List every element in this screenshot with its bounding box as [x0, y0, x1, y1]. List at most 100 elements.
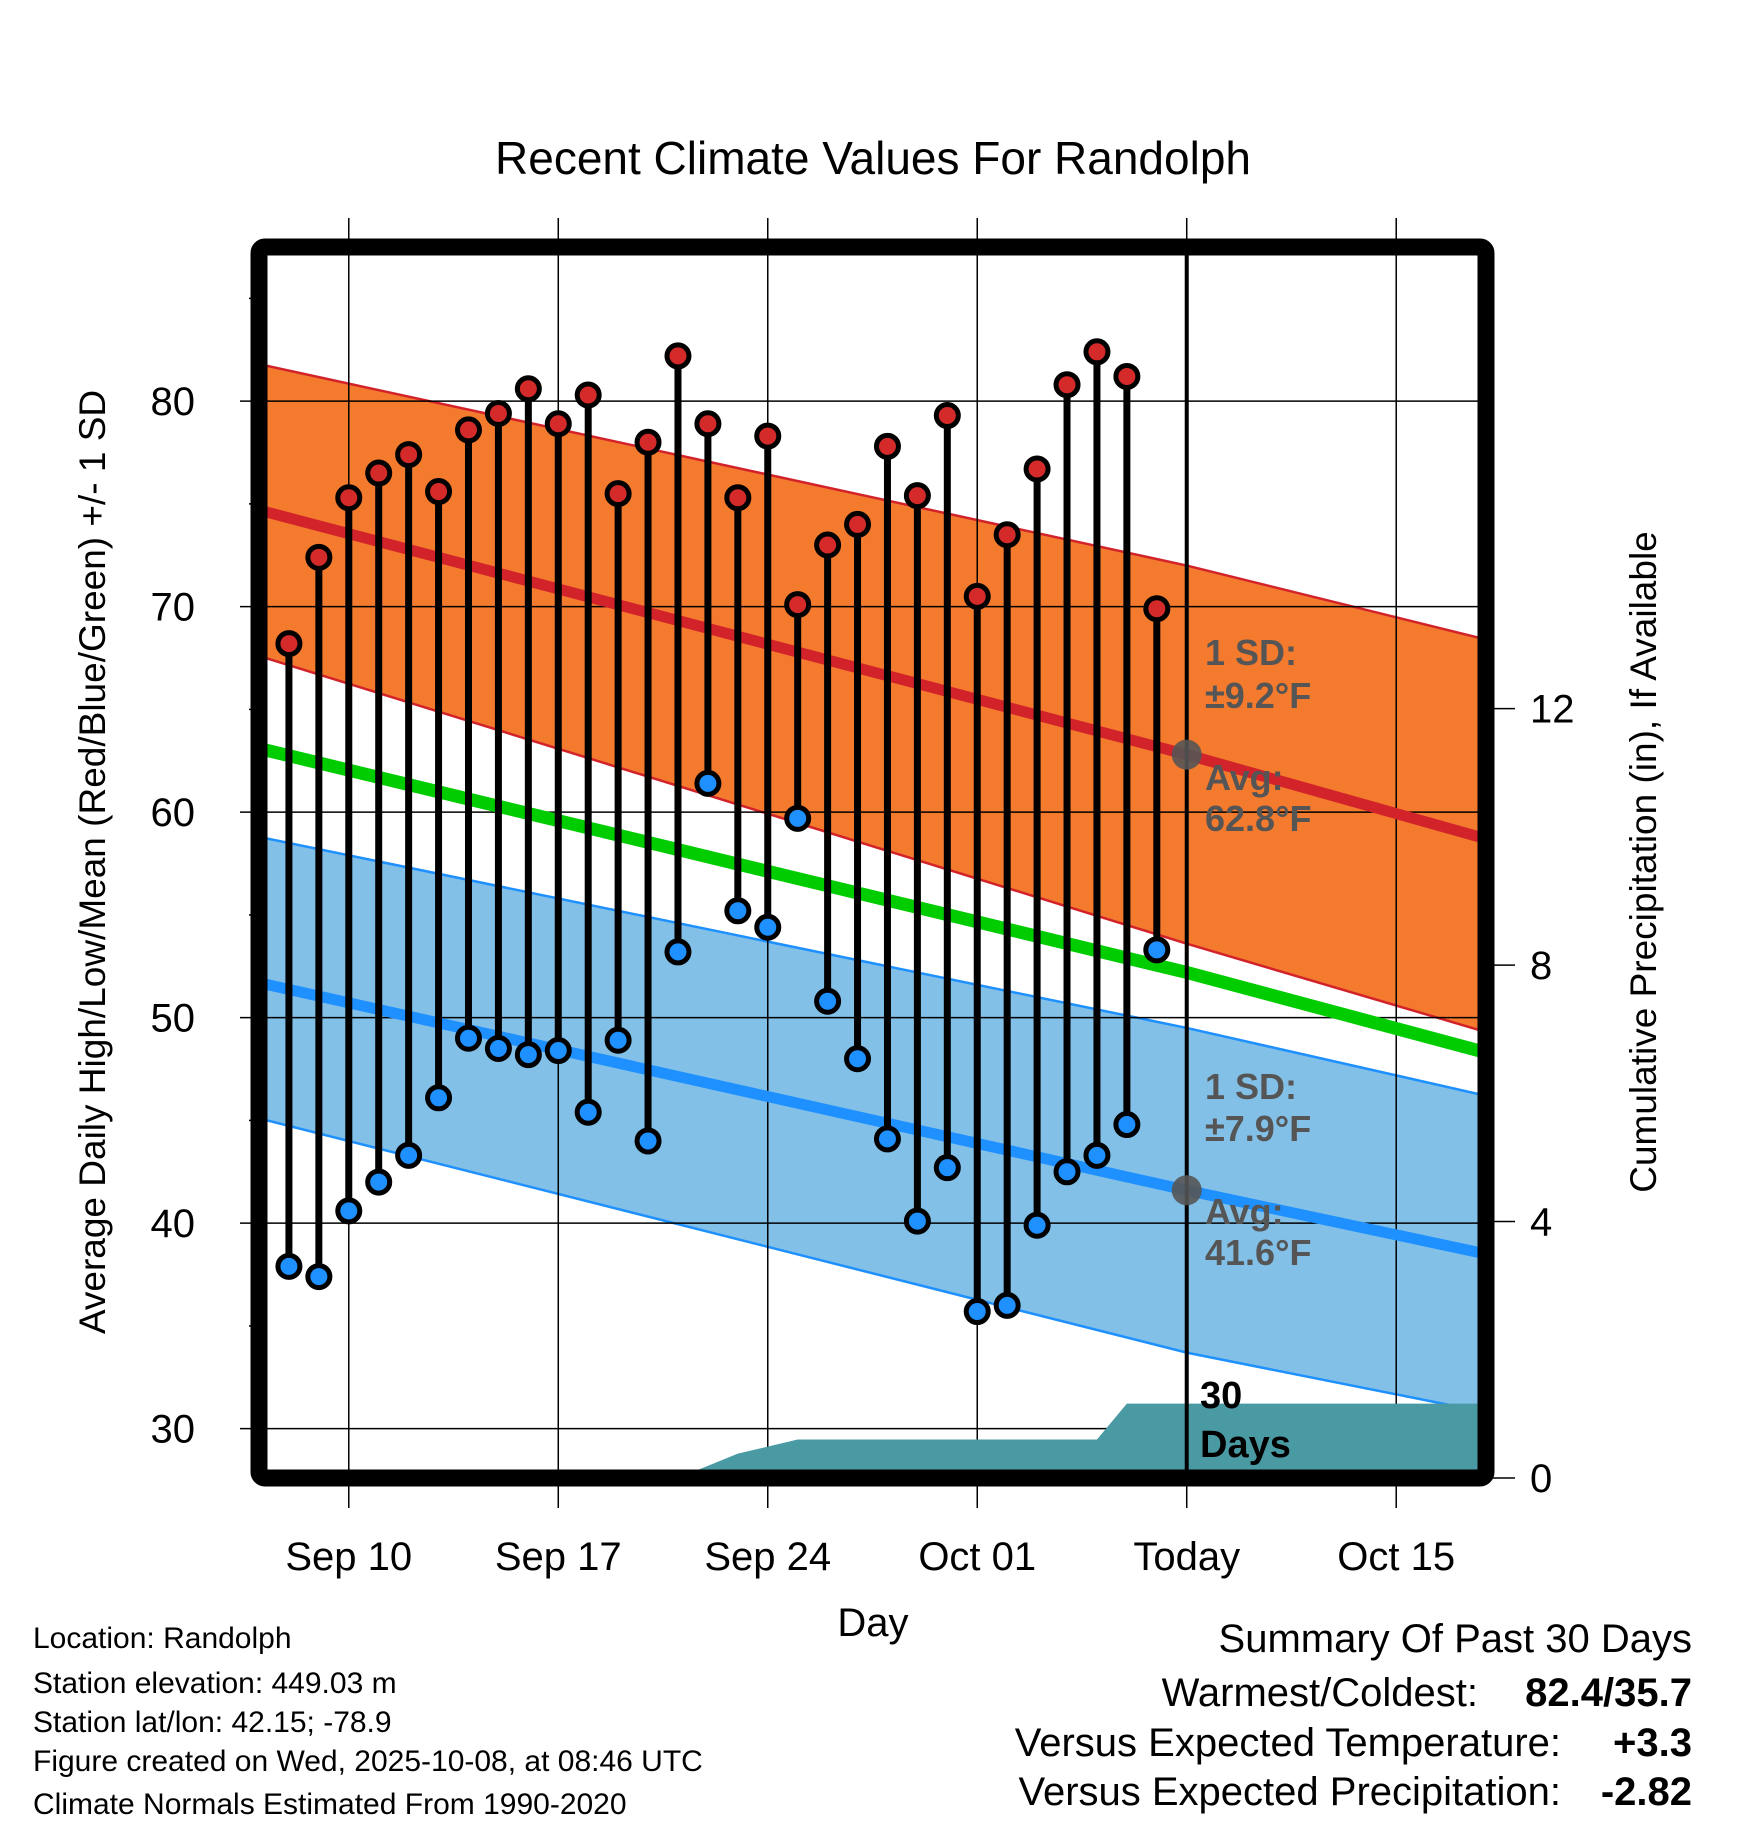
x-tick-label: Oct 01	[918, 1535, 1036, 1579]
x-axis-label: Day	[837, 1601, 908, 1645]
daily-high-point	[1083, 338, 1111, 366]
daily-high-point	[395, 441, 423, 469]
daily-low-point	[814, 987, 842, 1015]
y2-tick-label: 8	[1530, 944, 1552, 988]
y-axis-label: Average Daily High/Low/Mean (Red/Blue/Gr…	[72, 390, 113, 1334]
daily-low-point	[963, 1298, 991, 1326]
x-tick-label: Sep 24	[704, 1535, 831, 1579]
daily-low-point	[365, 1168, 393, 1196]
daily-high-point	[544, 410, 572, 438]
daily-high-point	[365, 459, 393, 487]
y2-tick-label: 4	[1530, 1201, 1552, 1245]
daily-low-point	[724, 897, 752, 925]
daily-high-point	[335, 484, 363, 512]
daily-high-point	[1143, 595, 1171, 623]
daily-low-point	[903, 1207, 931, 1235]
daily-low-point	[873, 1125, 901, 1153]
daily-high-point	[814, 531, 842, 559]
daily-low-point	[993, 1291, 1021, 1319]
high-avg-marker	[1171, 739, 1202, 770]
daily-low-point	[1023, 1211, 1051, 1239]
y-tick-label: 40	[151, 1202, 196, 1246]
daily-marks	[275, 247, 1202, 1478]
daily-low-point	[844, 1045, 872, 1073]
high-sd-value: ±9.2°F	[1205, 675, 1311, 716]
daily-high-point	[754, 422, 782, 450]
summary-temp-value: +3.3	[1613, 1721, 1692, 1765]
high-sd-label: 1 SD:	[1205, 632, 1297, 673]
daily-high-point	[574, 381, 602, 409]
cumulative-precip-area	[648, 1403, 1486, 1478]
daily-high-point	[305, 543, 333, 571]
daily-high-point	[724, 484, 752, 512]
daily-low-point	[1053, 1158, 1081, 1186]
daily-low-point	[754, 913, 782, 941]
daily-high-point	[1023, 455, 1051, 483]
low-sd-value: ±7.9°F	[1205, 1108, 1311, 1149]
low-sd-label: 1 SD:	[1205, 1066, 1297, 1107]
daily-high-point	[604, 480, 632, 508]
summary-temp-label: Versus Expected Temperature:	[1015, 1721, 1561, 1765]
daily-high-point	[484, 399, 512, 427]
y2-tick-label: 0	[1530, 1457, 1552, 1501]
x-tick-label: Oct 15	[1337, 1535, 1455, 1579]
daily-low-point	[634, 1127, 662, 1155]
daily-low-point	[395, 1141, 423, 1169]
daily-high-point	[1053, 371, 1081, 399]
daily-high-point	[844, 510, 872, 538]
daily-low-point	[544, 1037, 572, 1065]
daily-low-point	[933, 1154, 961, 1182]
low-avg-label: Avg:	[1205, 1191, 1284, 1232]
daily-high-point	[514, 375, 542, 403]
daily-low-point	[335, 1197, 363, 1225]
daily-low-point	[305, 1263, 333, 1291]
daily-low-point	[275, 1252, 303, 1280]
daily-low-point	[514, 1041, 542, 1069]
info-location: Location: Randolph	[33, 1622, 292, 1655]
info-created: Figure created on Wed, 2025-10-08, at 08…	[33, 1745, 703, 1778]
x-tick-label: Sep 10	[285, 1535, 412, 1579]
daily-low-point	[1113, 1111, 1141, 1139]
daily-high-point	[634, 428, 662, 456]
y-tick-label: 30	[151, 1408, 196, 1452]
summary-warmest-coldest-label: Warmest/Coldest:	[1162, 1671, 1478, 1715]
high-avg-value: 62.8°F	[1205, 798, 1311, 839]
daily-low-point	[604, 1026, 632, 1054]
daily-low-point	[454, 1024, 482, 1052]
y2-tick-label: 12	[1530, 688, 1575, 732]
y-tick-label: 80	[151, 380, 196, 424]
daily-low-point	[484, 1034, 512, 1062]
daily-low-point	[1083, 1141, 1111, 1169]
daily-high-point	[903, 482, 931, 510]
daily-low-point	[694, 769, 722, 797]
y2-axis-label: Cumulative Precipitation (in), If Availa…	[1623, 531, 1664, 1193]
high-avg-label: Avg:	[1205, 757, 1284, 798]
precip-area	[648, 1403, 1486, 1478]
x-tick-label: Sep 17	[495, 1535, 622, 1579]
daily-high-point	[694, 410, 722, 438]
daily-low-point	[1143, 936, 1171, 964]
low-avg-value: 41.6°F	[1205, 1232, 1311, 1273]
daily-low-point	[574, 1098, 602, 1126]
info-elevation: Station elevation: 449.03 m	[33, 1667, 397, 1700]
annotations: 1 SD: ±9.2°F Avg: 62.8°F 1 SD: ±7.9°F Av…	[1200, 632, 1311, 1466]
summary-warmest-coldest-value: 82.4/35.7	[1525, 1671, 1692, 1715]
info-latlon: Station lat/lon: 42.15; -78.9	[33, 1706, 392, 1739]
daily-high-point	[873, 432, 901, 460]
daily-low-point	[784, 804, 812, 832]
y-tick-label: 50	[151, 997, 196, 1041]
x-tick-label: Today	[1133, 1535, 1240, 1579]
low-avg-marker	[1171, 1175, 1202, 1206]
daily-high-point	[963, 582, 991, 610]
precip-window-days: Days	[1200, 1424, 1291, 1466]
daily-high-point	[933, 402, 961, 430]
daily-high-point	[664, 342, 692, 370]
plot-frame	[250, 238, 1495, 1487]
daily-high-point	[993, 521, 1021, 549]
info-normals: Climate Normals Estimated From 1990-2020	[33, 1788, 627, 1821]
daily-high-point	[275, 630, 303, 658]
daily-high-point	[425, 478, 453, 506]
daily-high-point	[784, 591, 812, 619]
